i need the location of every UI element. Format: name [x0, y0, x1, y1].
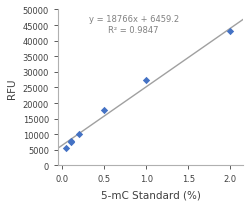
Text: y = 18766x + 6459.2
R² = 0.9847: y = 18766x + 6459.2 R² = 0.9847 [88, 15, 179, 34]
Point [68, 139, 72, 143]
Point [77, 132, 81, 136]
Point [68, 141, 72, 144]
Y-axis label: RFU: RFU [7, 78, 17, 98]
Point [228, 30, 232, 34]
X-axis label: 5-mC Standard (%): 5-mC Standard (%) [100, 189, 200, 199]
Point [102, 109, 106, 112]
Point [144, 79, 148, 82]
Point [64, 147, 68, 150]
